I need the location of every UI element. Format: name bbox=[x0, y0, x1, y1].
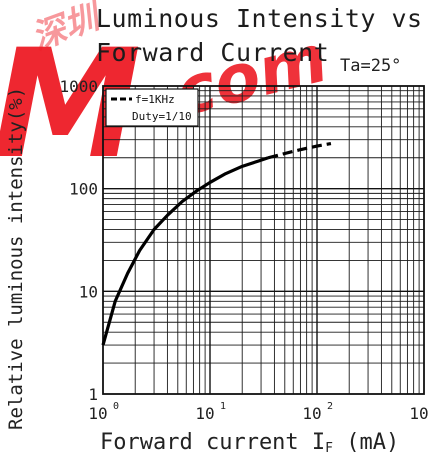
y-tick-label: 1 bbox=[88, 385, 98, 404]
legend-box bbox=[105, 88, 199, 127]
x-tick-exponent: 2 bbox=[327, 401, 333, 412]
x-tick-label: 10 bbox=[195, 404, 214, 423]
pulsed-series-line bbox=[267, 141, 332, 160]
legend-text-duty: Duty=1/10 bbox=[132, 110, 192, 123]
y-tick-label: 10 bbox=[79, 282, 98, 301]
x-tick-label: 10 bbox=[302, 404, 321, 423]
y-tick-label: 100 bbox=[69, 180, 98, 199]
plot-frame bbox=[102, 85, 425, 395]
x-tick-exponent: 0 bbox=[113, 401, 119, 412]
x-tick-label: 10 bbox=[409, 404, 428, 423]
dc-series-line bbox=[101, 156, 269, 346]
x-tick-label: 10 bbox=[88, 404, 107, 423]
chart-title-line-2: Forward Current bbox=[96, 38, 330, 67]
y-tick-label: 1000 bbox=[59, 77, 98, 96]
chart-title-line-1: Luminous Intensity vs bbox=[96, 4, 423, 33]
legend-text-frequency: f=1KHz bbox=[135, 93, 175, 106]
x-axis-label-text: Forward current I bbox=[100, 430, 326, 455]
x-axis-label-unit: (mA) bbox=[346, 430, 400, 455]
condition-label: Ta=25° bbox=[340, 56, 402, 76]
x-axis-label: Forward current IF (mA) bbox=[100, 430, 399, 456]
x-axis-label-subscript: F bbox=[325, 441, 333, 456]
x-tick-exponent: 1 bbox=[220, 401, 226, 412]
